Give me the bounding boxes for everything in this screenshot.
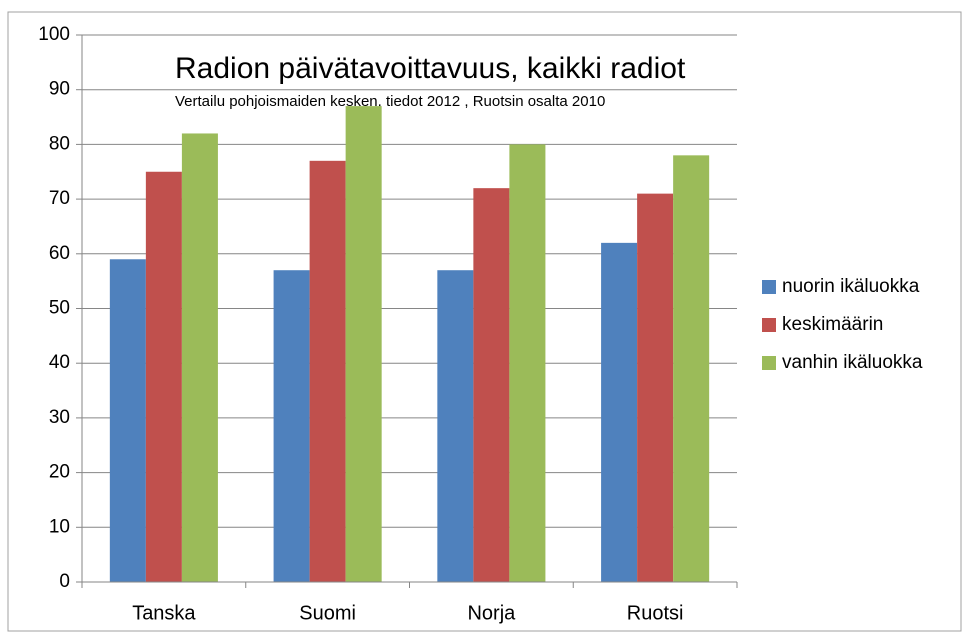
y-tick-label: 40 [49,352,70,373]
bar [181,133,218,582]
x-tick-label: Suomi [299,602,356,624]
bar [309,160,346,582]
legend-swatch [762,280,776,294]
y-tick-label: 10 [49,516,70,537]
bar [109,259,146,582]
legend-swatch [762,318,776,332]
y-tick-label: 90 [49,79,70,100]
x-tick-label: Ruotsi [627,602,684,624]
chart-subtitle: Vertailu pohjoismaiden kesken, tiedot 20… [175,93,605,110]
y-tick-label: 0 [59,571,70,592]
bar [509,144,546,582]
y-tick-label: 60 [49,243,70,264]
y-tick-label: 50 [49,298,70,319]
legend-swatch [762,356,776,370]
x-tick-label: Tanska [132,602,196,624]
chart-frame [7,11,962,632]
y-tick-label: 100 [38,24,70,45]
bar [473,188,510,582]
bar [273,270,310,582]
bar [673,155,710,582]
legend-label: vanhin ikäluokka [782,352,923,373]
bar [345,106,382,583]
bar [437,270,474,582]
x-tick-label: Norja [467,602,516,624]
legend-label: keskimäärin [782,314,883,335]
y-tick-label: 20 [49,462,70,483]
bar [637,193,674,582]
legend-label: nuorin ikäluokka [782,276,920,297]
bar [601,242,638,583]
y-tick-label: 30 [49,407,70,428]
y-tick-label: 70 [49,188,70,209]
chart-title: Radion päivätavoittavuus, kaikki radiot [175,52,686,85]
bar [145,171,182,582]
y-tick-label: 80 [49,133,70,154]
